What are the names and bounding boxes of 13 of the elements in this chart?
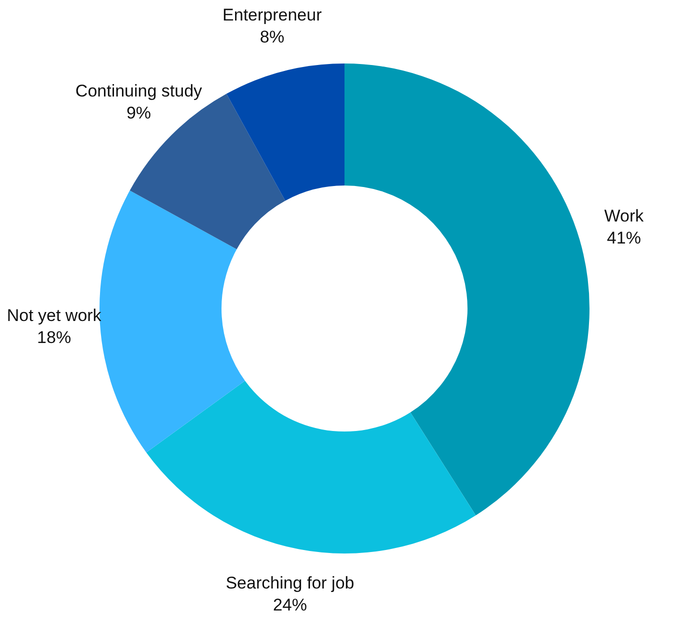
- data-label: 18%: [37, 328, 72, 347]
- data-label: 24%: [272, 595, 307, 614]
- donut-slice: [146, 380, 476, 554]
- donut-slice: [100, 190, 245, 453]
- donut-slice: [344, 64, 590, 516]
- slice-label: Continuing study: [75, 82, 203, 101]
- donut-slice: [226, 64, 344, 201]
- slice-label: Enterpreneur: [222, 6, 322, 25]
- slice-label: Searching for job: [226, 573, 354, 592]
- data-label: 9%: [126, 104, 152, 123]
- slice-label: Work: [604, 206, 644, 226]
- data-label: 41%: [606, 228, 641, 248]
- data-label: 8%: [260, 28, 284, 47]
